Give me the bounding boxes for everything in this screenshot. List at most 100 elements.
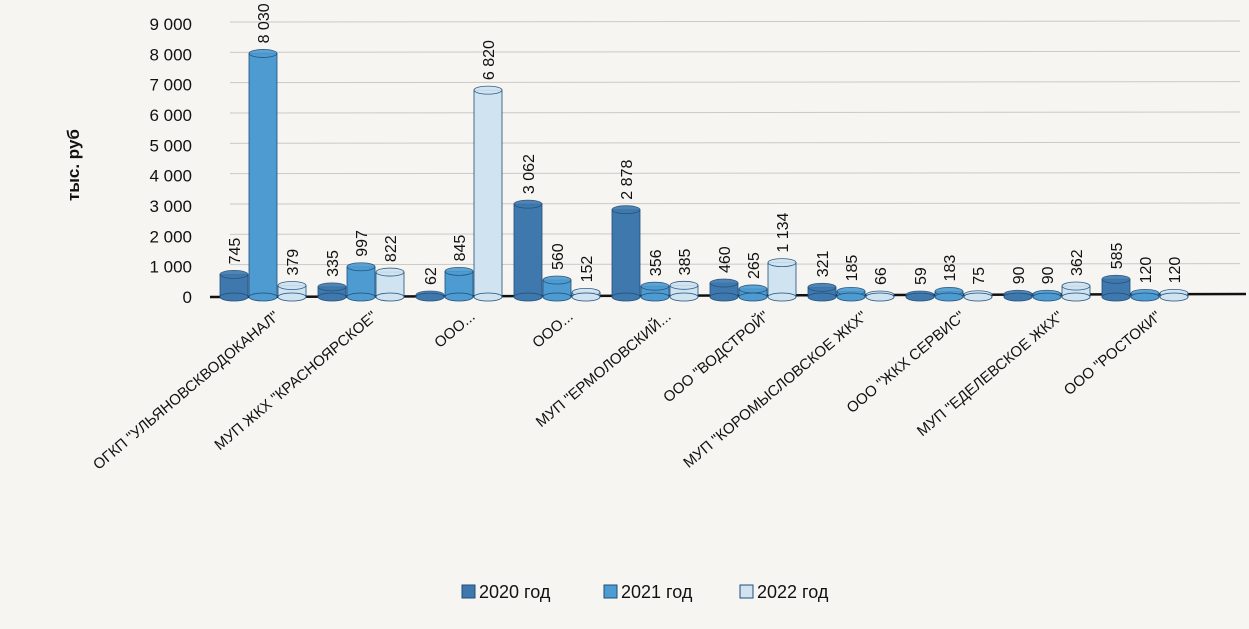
y-axis-ticks: 0 1 000 2 000 3 000 4 000 5 000 6 000 7 000 8 00…	[149, 15, 192, 307]
data-label: 152	[579, 256, 596, 283]
y-tick-label: 6 000	[149, 106, 192, 125]
category-label: ООО...	[431, 308, 478, 352]
data-label: 379	[285, 249, 302, 276]
category-label: ООО "РОСТОКИ"	[1061, 308, 1165, 399]
legend-swatch	[603, 584, 618, 599]
legend-label: 2022 год	[757, 582, 829, 602]
category-label: МУП ЖКХ "КРАСНОЯРСКОЕ"	[211, 308, 380, 454]
bar	[1159, 288, 1189, 302]
bar	[346, 262, 376, 302]
bar	[767, 258, 797, 302]
data-label: 335	[325, 250, 342, 277]
bar	[1101, 274, 1131, 302]
data-label: 321	[815, 250, 832, 277]
bar	[640, 281, 670, 302]
data-label: 745	[227, 238, 244, 265]
y-tick-label: 8 000	[149, 45, 192, 64]
data-label: 62	[423, 267, 440, 285]
category-label: ООО...	[529, 308, 576, 352]
bars	[219, 49, 1189, 302]
bar	[1130, 288, 1160, 302]
data-label: 120	[1167, 257, 1184, 284]
gridline	[229, 111, 1241, 114]
data-label: 2 878	[619, 160, 636, 200]
bar	[1032, 289, 1062, 302]
bar	[1061, 281, 1091, 302]
bar	[934, 287, 964, 302]
category-label: ОГКП "УЛЬЯНОВСКВОДОКАНАЛ"	[90, 308, 282, 473]
bar	[611, 205, 641, 302]
data-label: 460	[717, 246, 734, 273]
data-label: 120	[1138, 257, 1155, 284]
bar	[836, 286, 866, 302]
bar	[963, 290, 993, 302]
y-tick-label: 2 000	[149, 227, 192, 246]
y-tick-label: 9 000	[149, 15, 192, 34]
data-labels: 745 8 030 379 335 997 822 62 845 6 820 3 062 560 15…	[227, 3, 1184, 285]
data-label: 385	[677, 249, 694, 276]
y-tick-label: 4 000	[149, 167, 192, 186]
bar	[317, 282, 347, 302]
bar	[738, 284, 768, 302]
legend: 2020 год 2021 год 2022 год	[461, 582, 829, 602]
data-label: 822	[383, 235, 400, 262]
data-label: 997	[354, 230, 371, 257]
legend-swatch	[461, 584, 476, 599]
gridline	[229, 81, 1241, 84]
gridline	[229, 172, 1241, 175]
category-label: МУП "КОРОМЫСЛОВСКОЕ ЖКХ"	[680, 308, 870, 472]
x-axis-categories: ОГКП "УЛЬЯНОВСКВОДОКАНАЛ"МУП ЖКХ "КРАСНО…	[90, 307, 1164, 473]
data-label: 585	[1109, 242, 1126, 269]
bar	[542, 275, 572, 302]
data-label: 8 030	[256, 3, 273, 43]
data-label: 265	[746, 252, 763, 279]
bar	[905, 290, 935, 302]
bar	[277, 281, 307, 302]
y-tick-label: 5 000	[149, 136, 192, 155]
gridlines	[229, 20, 1241, 266]
gridline	[229, 141, 1241, 144]
data-label: 356	[648, 249, 665, 276]
gridline	[229, 202, 1241, 205]
bar	[473, 85, 503, 302]
bar	[444, 266, 474, 302]
data-label: 59	[913, 267, 930, 285]
data-label: 66	[873, 267, 890, 285]
gridline	[229, 232, 1241, 235]
gridline	[229, 50, 1241, 53]
bar	[807, 282, 837, 302]
data-label: 560	[550, 243, 567, 270]
bar	[1003, 289, 1033, 302]
bar	[865, 290, 895, 302]
bar	[248, 49, 278, 302]
bar	[669, 280, 699, 302]
legend-swatch	[739, 584, 754, 599]
data-label: 90	[1040, 266, 1057, 284]
bar	[513, 199, 543, 302]
bar	[219, 270, 249, 302]
gridline	[229, 20, 1241, 23]
bar	[375, 267, 405, 302]
y-axis-label: тыс. руб	[64, 129, 83, 201]
y-tick-label: 7 000	[149, 76, 192, 95]
data-label: 3 062	[521, 154, 538, 194]
y-tick-label: 3 000	[149, 197, 192, 216]
data-label: 845	[452, 235, 469, 262]
bar	[571, 287, 601, 302]
data-label: 185	[844, 255, 861, 282]
bar	[415, 290, 445, 302]
legend-label: 2020 год	[479, 582, 551, 602]
y-tick-label: 0	[183, 288, 192, 307]
data-label: 90	[1011, 266, 1028, 284]
data-label: 183	[942, 255, 959, 282]
legend-label: 2021 год	[621, 582, 693, 602]
data-label: 75	[971, 267, 988, 285]
y-tick-label: 1 000	[149, 258, 192, 277]
data-label: 362	[1069, 249, 1086, 276]
category-label: ООО "ВОДСТРОЙ"	[660, 307, 773, 406]
data-label: 6 820	[481, 40, 498, 80]
gridline	[229, 263, 1241, 266]
bar	[709, 278, 739, 302]
